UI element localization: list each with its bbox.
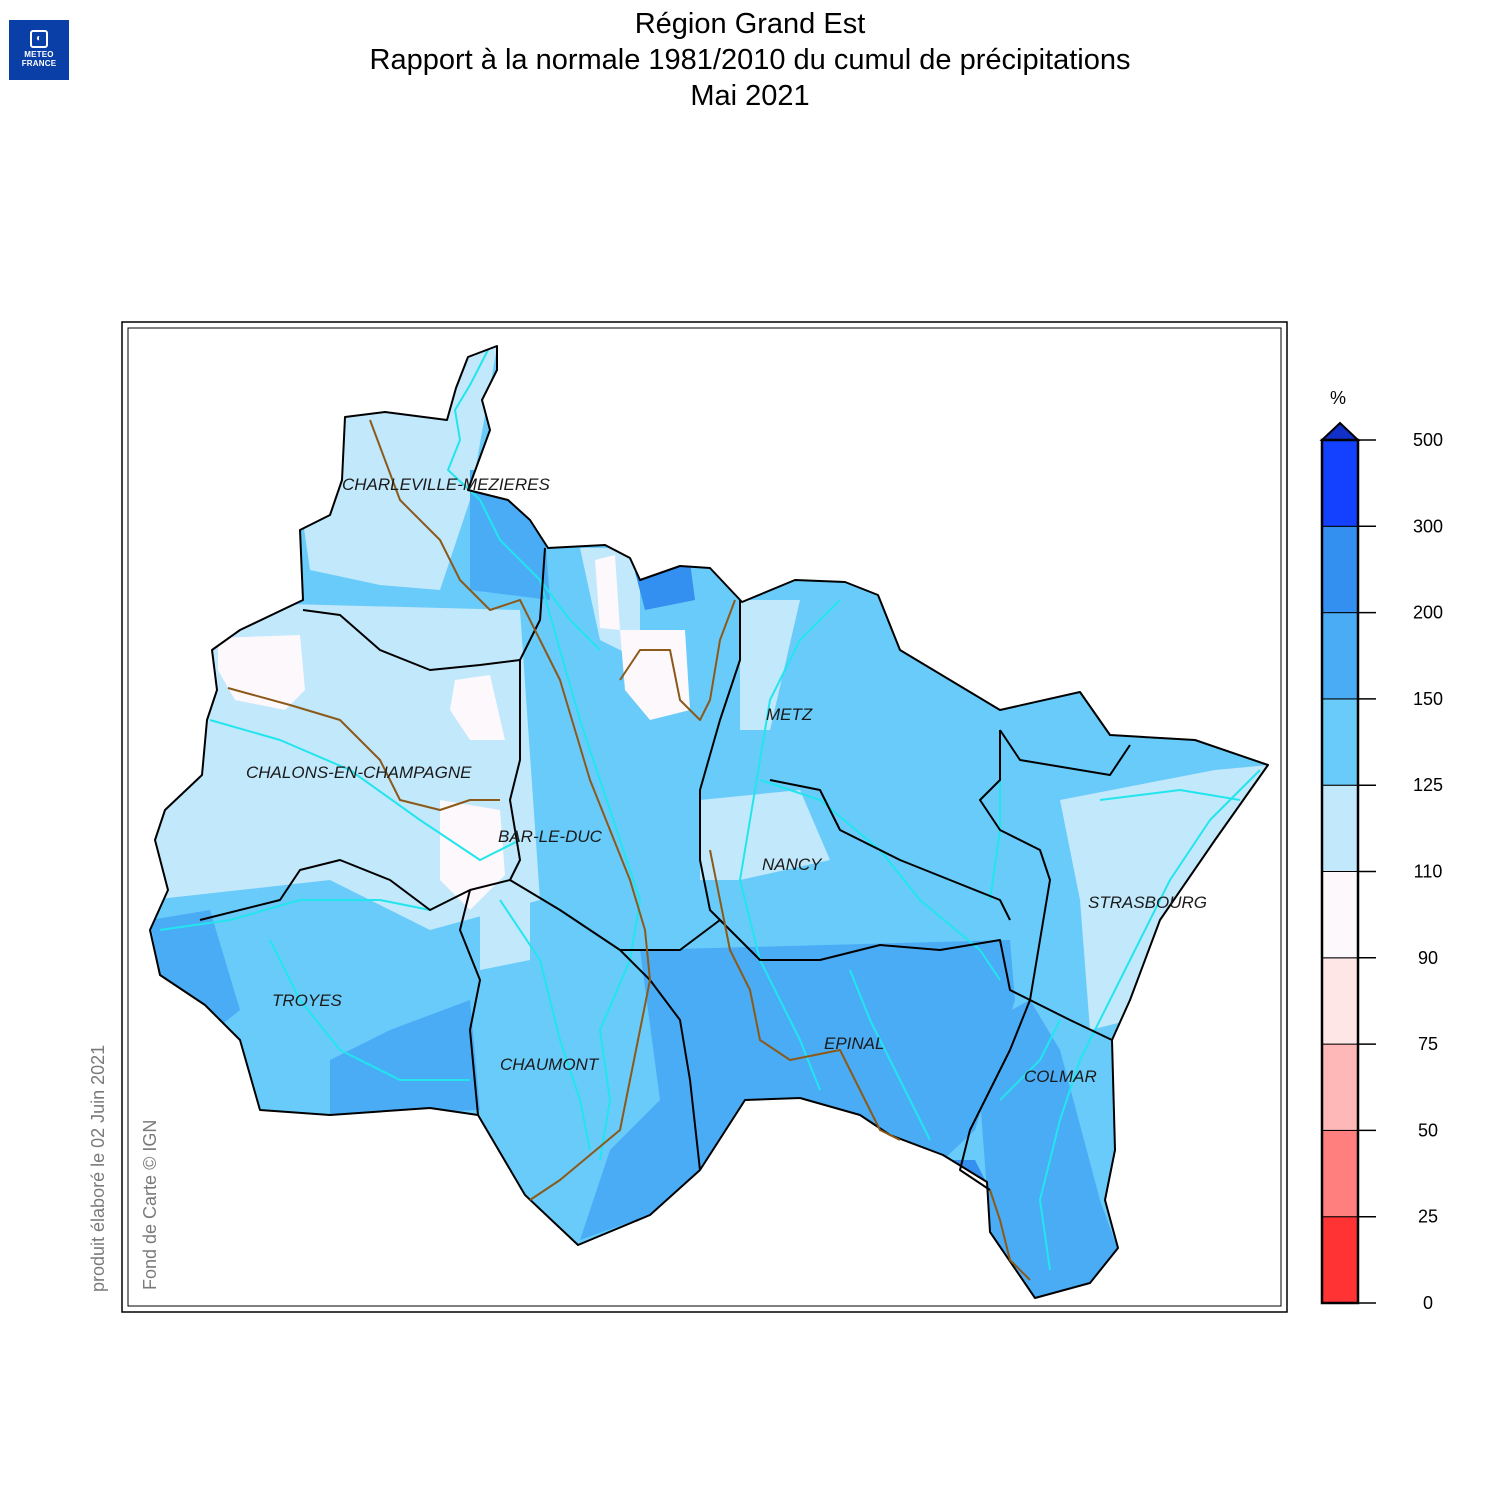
- map-frame-inner: [127, 327, 1282, 1307]
- border-meuse-meurthe: [699, 600, 1031, 1001]
- field-north-metz-110-125: [740, 600, 800, 730]
- river-seine: [269, 939, 470, 1081]
- legend-class-90-110: [1321, 871, 1359, 959]
- legend-class-200-300: [1321, 525, 1359, 614]
- city-label-chaumont: CHAUMONT: [500, 1055, 600, 1074]
- legend-class-125-150: [1321, 698, 1359, 786]
- legend-tick-label: 150: [1413, 689, 1443, 709]
- map-period: Mai 2021: [690, 80, 810, 112]
- legend-tick-label: 0: [1423, 1293, 1433, 1313]
- border-meuse-south: [620, 919, 721, 951]
- field-strasbourg-110-125: [1060, 765, 1268, 1030]
- field-aube-west-150-200: [150, 910, 240, 1030]
- region-border-champagne-lorraine: [369, 419, 651, 1201]
- border-vosges-hautrhin: [959, 999, 1031, 1191]
- logo-line2: FRANCE: [21, 59, 57, 68]
- rivers: [159, 349, 1261, 1271]
- legend-unit-label: %: [1330, 388, 1346, 408]
- border-aube-hautemarne: [459, 889, 481, 1116]
- field-vosges-150-200: [580, 940, 1015, 1240]
- river-meuse: [447, 349, 601, 651]
- legend-tick-label: 75: [1418, 1034, 1438, 1054]
- legend-tick-label: 125: [1413, 775, 1443, 795]
- border-moselle-meurthe: [769, 779, 1011, 921]
- legend-class-0-25: [1321, 1216, 1359, 1304]
- legend-tick-label: 110: [1414, 862, 1443, 882]
- legend-class-300-500: [1321, 439, 1359, 527]
- legend-tick-label: 50: [1418, 1120, 1438, 1140]
- legend-class-110-125: [1321, 784, 1359, 873]
- legend-class-150-200: [1321, 612, 1359, 700]
- field-marne-east-90-110: [450, 675, 505, 740]
- map-title: Région Grand Est: [634, 8, 866, 40]
- region-border-verdun: [619, 599, 736, 721]
- city-label-charleville: CHARLEVILLE-MEZIERES: [342, 475, 550, 494]
- city-label-epinal: EPINAL: [824, 1034, 884, 1053]
- border-ardennes-marne: [302, 609, 521, 671]
- river-sarre-east: [1099, 789, 1241, 801]
- field-hautrhin-150-200: [975, 1000, 1118, 1298]
- region-borders: [227, 419, 1031, 1281]
- field-argonne-90-110: [595, 555, 620, 630]
- city-label-chalons: CHALONS-EN-CHAMPAGNE: [246, 763, 472, 782]
- region-border-south: [989, 1189, 1031, 1281]
- river-ill: [999, 1019, 1061, 1101]
- legend-tick-label: 25: [1418, 1207, 1438, 1227]
- city-label-metz: METZ: [766, 705, 813, 724]
- city-label-barleduc: BAR-LE-DUC: [498, 827, 603, 846]
- river-moselle: [739, 599, 841, 1091]
- legend-tick-label: 90: [1418, 948, 1438, 968]
- city-label-colmar: COLMAR: [1024, 1067, 1097, 1086]
- legend-class-75-90: [1321, 957, 1359, 1045]
- legend-overflow-arrow: [1319, 421, 1361, 441]
- river-rhine: [1039, 769, 1261, 1271]
- production-date-note: produit élaboré le 02 Juin 2021: [88, 1044, 108, 1292]
- field-aube-south-150-200: [330, 1000, 480, 1115]
- region-outline: [149, 345, 1269, 1299]
- river-meurthe: [759, 779, 1001, 981]
- region-border-vosges: [709, 849, 901, 1141]
- legend-tick-label: 500: [1413, 430, 1443, 450]
- border-ardennes-meuse: [519, 547, 546, 661]
- river-meuse-south: [539, 579, 641, 1161]
- city-label-strasbourg: STRASBOURG: [1088, 893, 1207, 912]
- border-moselle-east: [999, 729, 1131, 776]
- legend-class-50-75: [1321, 1043, 1359, 1131]
- legend-tick-label: 300: [1413, 516, 1443, 536]
- legend: % 0 25 50 75 90 110 125 150 200 300 500: [1319, 388, 1443, 1313]
- river-marne-upper: [499, 899, 591, 1151]
- logo-mark-icon: ◐: [30, 30, 48, 48]
- logo-line1: METEO: [24, 50, 54, 59]
- region-border-west: [227, 687, 500, 811]
- border-moselle-basrhin: [979, 730, 1051, 1001]
- precipitation-field: [150, 346, 1268, 1298]
- river-marne: [209, 719, 521, 861]
- border-basrhin-hautrhin: [1029, 999, 1113, 1041]
- legend-ticks: 0 25 50 75 90 110 125 150 200 300 500: [1358, 430, 1443, 1313]
- legend-tick-label: 200: [1413, 603, 1443, 623]
- river-vosges: [849, 969, 931, 1141]
- river-aube: [159, 899, 431, 931]
- meteo-france-logo: ◐ METEO FRANCE: [9, 20, 69, 80]
- city-labels: CHARLEVILLE-MEZIERES CHALONS-EN-CHAMPAGN…: [246, 475, 1207, 1086]
- city-label-nancy: NANCY: [762, 855, 823, 874]
- map-frame-outer: [121, 321, 1288, 1313]
- border-marne-aube: [199, 660, 521, 921]
- field-nancy-110-125: [700, 790, 830, 880]
- field-south-marne-110-125: [480, 890, 530, 970]
- city-label-troyes: TROYES: [272, 991, 343, 1010]
- map-subtitle: Rapport à la normale 1981/2010 du cumul …: [369, 44, 1131, 76]
- basemap-credit: Fond de Carte © IGN: [140, 1119, 160, 1290]
- legend-class-25-50: [1321, 1129, 1359, 1218]
- legend-classes: [1321, 439, 1359, 1304]
